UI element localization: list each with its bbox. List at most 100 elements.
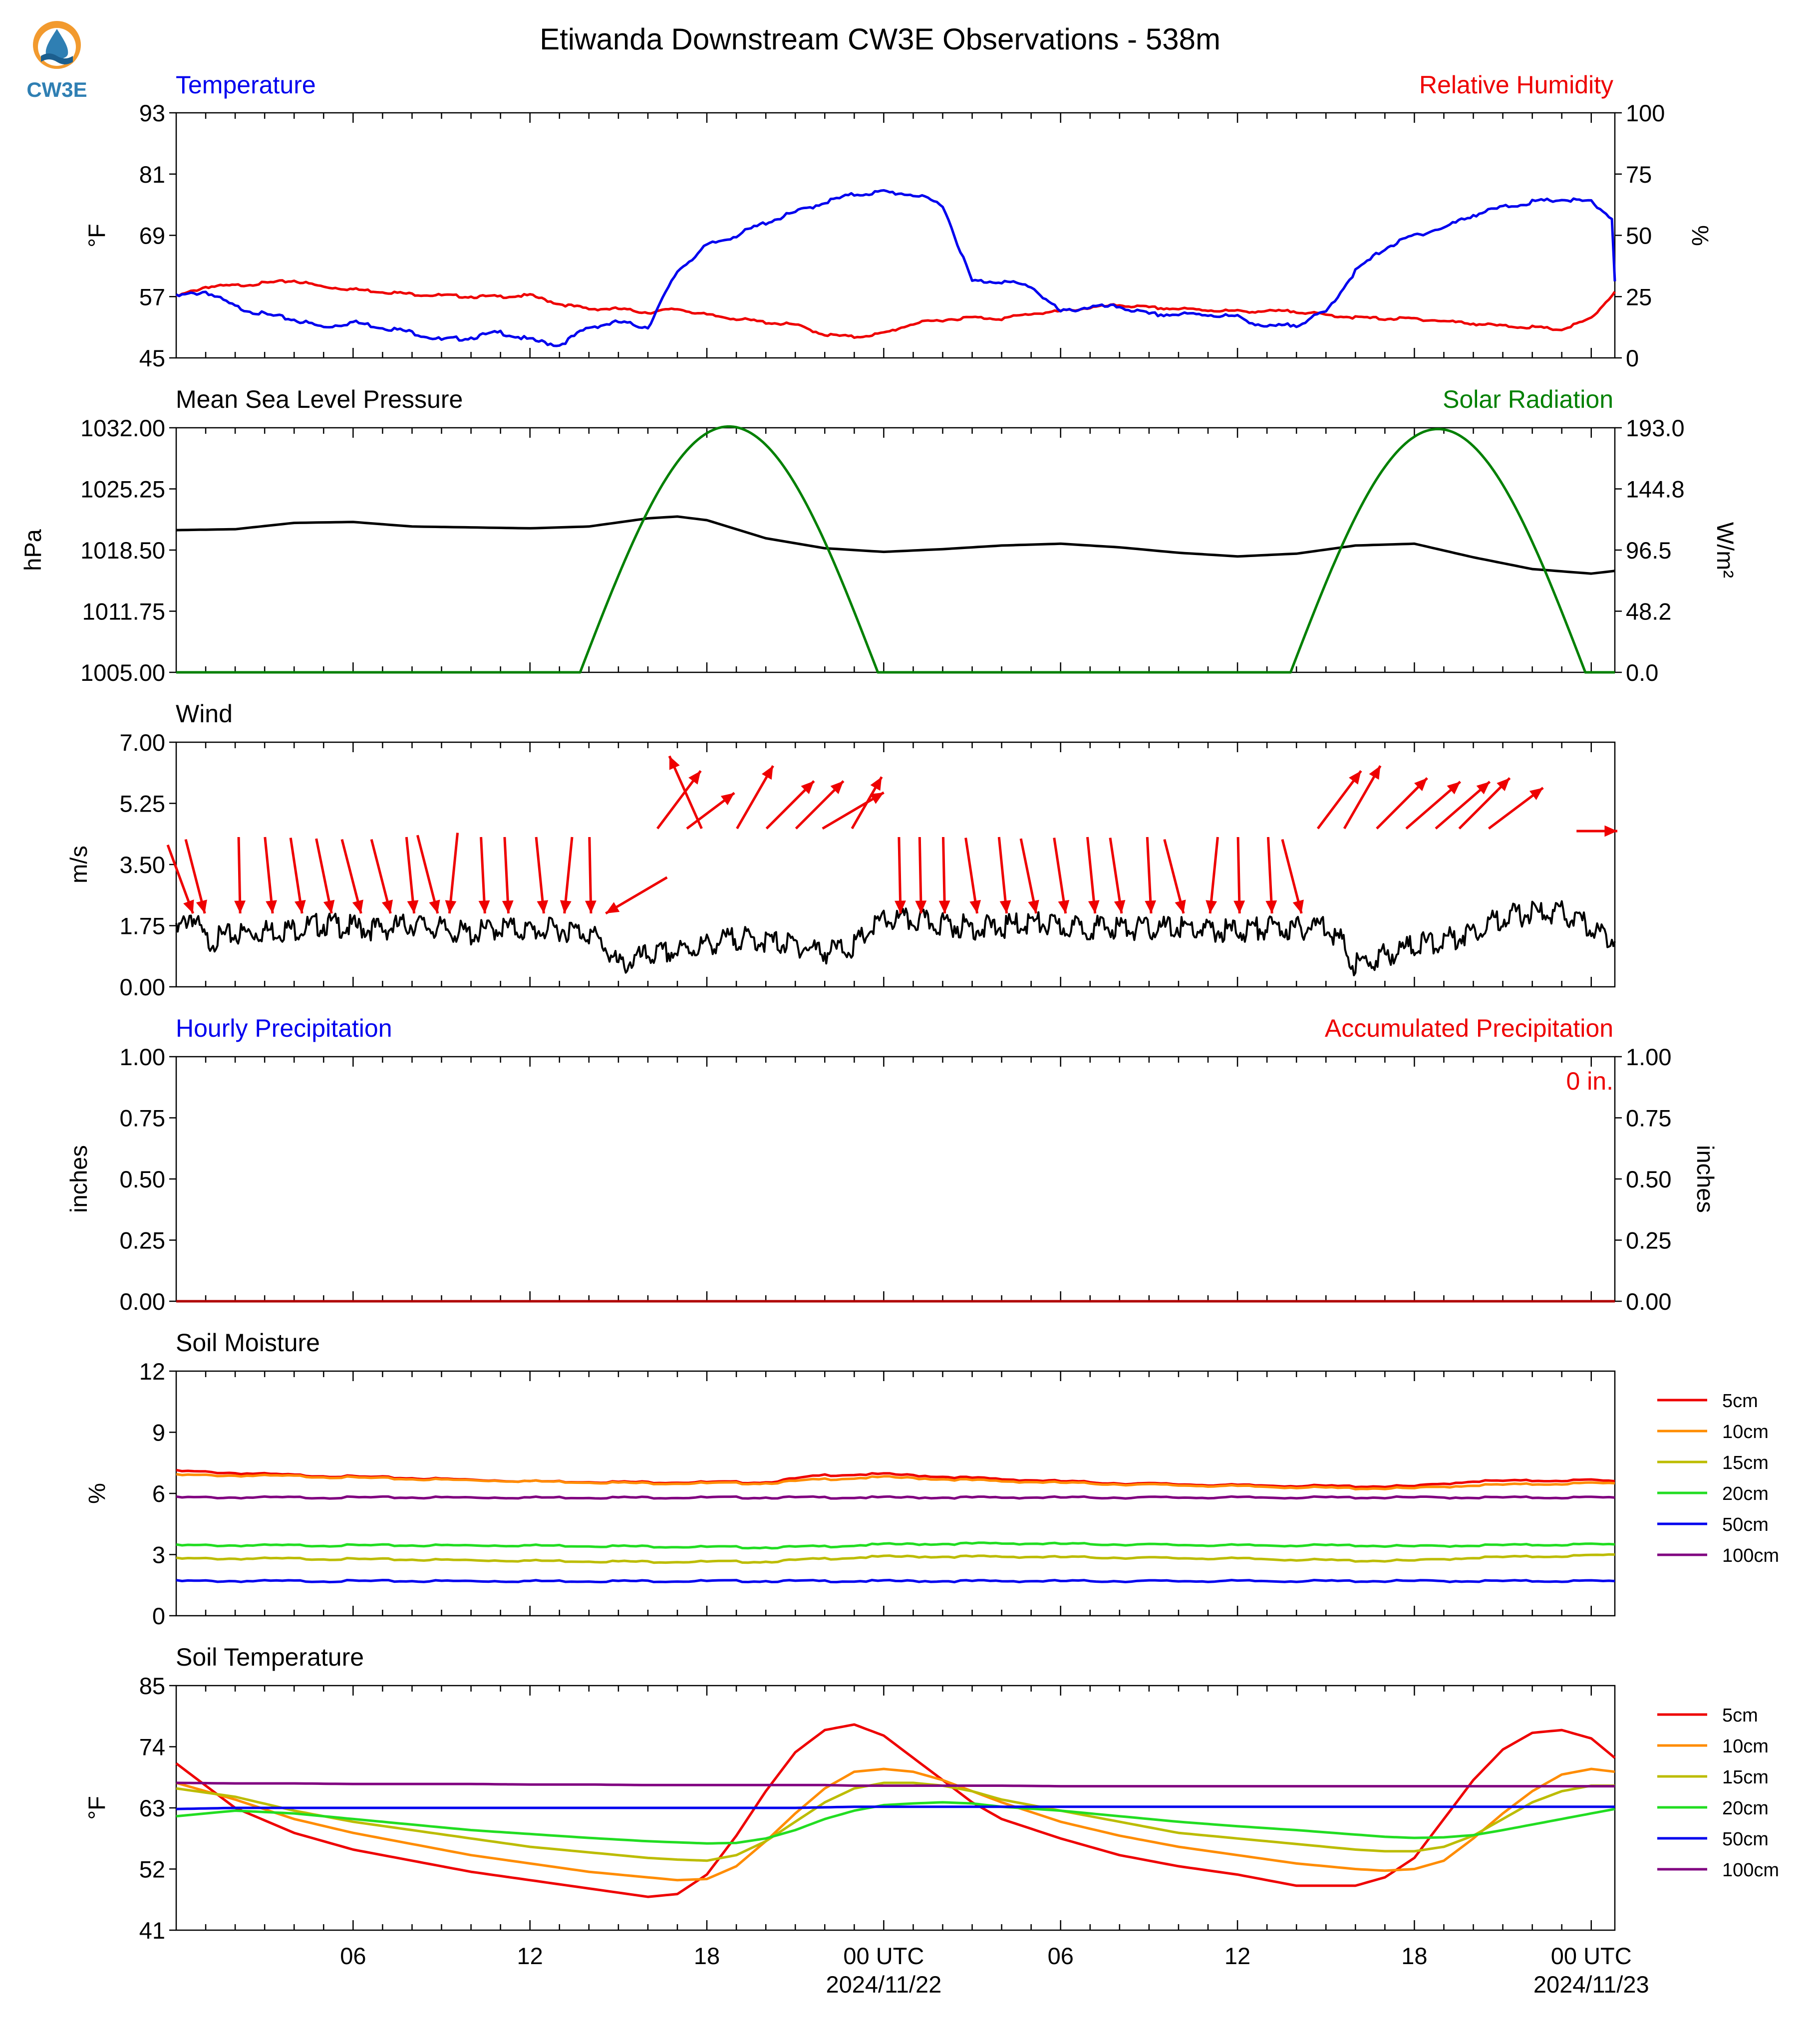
wind-arrow-head <box>1058 900 1070 913</box>
panel-frame <box>175 1370 1616 1617</box>
y-tick-label: 3 <box>152 1542 165 1568</box>
wind-arrow <box>535 837 545 914</box>
soil-temperature-axis-label: °F <box>83 1796 110 1820</box>
temperature-title: Temperature <box>176 71 316 99</box>
legend-label: 20cm <box>1722 1483 1769 1504</box>
wind-arrow-head <box>445 900 457 913</box>
legend-label: 5cm <box>1722 1391 1758 1412</box>
wind-arrow-head <box>969 900 981 913</box>
wind-arrow-head <box>1604 825 1617 837</box>
y-tick-label: 52 <box>139 1856 165 1883</box>
logo-text: CW3E <box>26 78 87 101</box>
y-tick-label: 0.75 <box>1626 1105 1671 1132</box>
y-tick-label: 41 <box>139 1917 165 1944</box>
y-tick-label: 0.75 <box>120 1105 165 1132</box>
y-tick-label: 0.0 <box>1626 659 1658 686</box>
y-tick-label: 5.25 <box>120 791 165 817</box>
y-tick-label: 69 <box>139 223 165 249</box>
soil-line-10cm <box>176 1767 1615 1882</box>
legend-label: 100cm <box>1722 1545 1779 1566</box>
panel-frame <box>175 112 1616 359</box>
date-label: 2024/11/22 <box>826 1971 942 1998</box>
soil-moisture-title: Soil Moisture <box>176 1329 320 1357</box>
wind-arrow-head <box>1349 771 1361 785</box>
soil-line-20cm <box>176 1801 1615 1845</box>
y-tick-label: 50 <box>1626 223 1652 249</box>
wind-arrow-head <box>1265 900 1277 913</box>
date-label: 2024/11/23 <box>1533 1971 1649 1998</box>
solar-axis-label: W/m² <box>1712 522 1739 578</box>
wind-arrow-head <box>1028 899 1039 913</box>
wind-arrow <box>1209 837 1219 914</box>
y-tick-label: 0.00 <box>1626 1288 1671 1315</box>
y-tick-label: 1005.00 <box>80 659 165 686</box>
y-tick-label: 74 <box>139 1734 165 1760</box>
wind-arrow-head <box>1292 899 1304 913</box>
wind-arrow-head <box>1529 788 1543 800</box>
legend-label: 10cm <box>1722 1422 1769 1443</box>
y-tick-label: 0 <box>152 1603 165 1629</box>
soil-line-15cm <box>176 1553 1615 1564</box>
time-tick-label: 18 <box>1401 1943 1427 1969</box>
wind-arrow-head <box>870 777 882 791</box>
wind-arrow-head <box>1447 782 1461 795</box>
wind-arrow <box>563 837 574 914</box>
y-tick-label: 12 <box>139 1358 165 1385</box>
y-tick-label: 9 <box>152 1420 165 1446</box>
y-tick-label: 100 <box>1626 100 1665 126</box>
y-tick-label: 3.50 <box>120 852 165 878</box>
y-tick-label: 48.2 <box>1626 598 1671 625</box>
wind-arrow-head <box>606 902 620 913</box>
soil-temperature-title: Soil Temperature <box>176 1643 364 1671</box>
panel-frame <box>175 1056 1616 1302</box>
wind-title: Wind <box>176 700 233 728</box>
wind-arrow-head <box>352 899 363 913</box>
legend-label: 5cm <box>1722 1705 1758 1726</box>
precip-left-axis-label: inches <box>65 1145 92 1213</box>
wind-arrow-head <box>1175 899 1186 913</box>
y-tick-label: 6 <box>152 1480 165 1507</box>
wind-arrow-head <box>762 766 773 780</box>
wind-arrow-head <box>1088 900 1100 913</box>
wind-arrow-head <box>234 900 246 913</box>
wind-speed-line <box>175 900 1616 976</box>
soil-line-50cm <box>176 1805 1615 1810</box>
humidity-line <box>176 279 1616 339</box>
wind-arrow-head <box>915 900 927 913</box>
hourly-precip-title: Hourly Precipitation <box>176 1014 392 1042</box>
pressure-title: Mean Sea Level Pressure <box>176 385 463 413</box>
y-tick-label: 1.75 <box>120 913 165 939</box>
precip-total-annotation: 0 in. <box>1566 1067 1613 1095</box>
wind-arrow-head <box>196 899 207 913</box>
humidity-title: Relative Humidity <box>1419 71 1613 99</box>
soil-line-20cm <box>176 1541 1615 1550</box>
cw3e-logo: CW3E <box>26 21 87 101</box>
wind-arrow-head <box>999 900 1011 913</box>
y-tick-label: 0.50 <box>120 1166 165 1192</box>
y-tick-label: 0.25 <box>1626 1227 1671 1254</box>
legend-label: 20cm <box>1722 1798 1769 1819</box>
time-tick-label: 00 UTC <box>1551 1943 1632 1969</box>
temperature-line <box>175 189 1616 347</box>
precip-right-axis-label: inches <box>1692 1145 1719 1213</box>
wind-arrow-head <box>295 900 306 913</box>
wind-arrow <box>1086 837 1097 914</box>
wind-arrow-head <box>1476 782 1490 795</box>
wind-arrow-head <box>801 781 814 794</box>
wind-arrow-head <box>1233 900 1245 913</box>
legend-label: 15cm <box>1722 1767 1769 1788</box>
figure-title: Etiwanda Downstream CW3E Observations - … <box>540 22 1220 56</box>
wind-arrow-head <box>669 756 680 770</box>
y-tick-label: 1.00 <box>120 1044 165 1070</box>
y-tick-label: 1.00 <box>1626 1044 1671 1070</box>
legend-label: 100cm <box>1722 1860 1779 1881</box>
y-tick-label: 96.5 <box>1626 537 1671 564</box>
wind-arrow <box>405 837 416 914</box>
y-tick-label: 75 <box>1626 161 1652 188</box>
pressure-line <box>176 515 1615 575</box>
soil-line-50cm <box>176 1579 1615 1584</box>
wind-arrow-head <box>429 899 440 913</box>
wind-arrow-head <box>688 771 701 785</box>
y-tick-label: 45 <box>139 345 165 371</box>
y-tick-label: 1011.75 <box>82 598 165 625</box>
